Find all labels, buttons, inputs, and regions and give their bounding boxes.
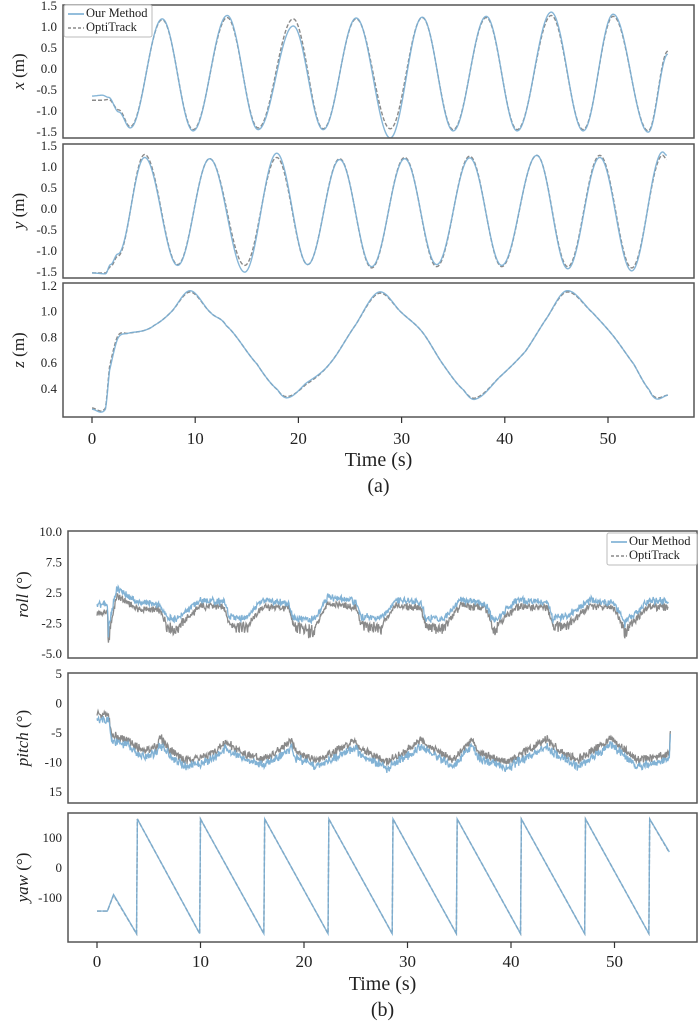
y-axis-variable: yaw [13,874,32,904]
legend-box [606,532,698,566]
series-roll-our-method [96,584,669,638]
y-tick-label: -10 [45,754,62,769]
y-tick-label: -1.0 [36,103,57,118]
y-tick-label: 0 [56,860,63,875]
y-tick-label: 10.0 [39,524,62,539]
y-axis-variable: z [9,361,28,369]
panel-frame [67,530,698,659]
y-tick-label: 1.5 [41,138,57,153]
y-tick-label: 0.6 [41,355,58,370]
panel-frame [62,143,695,279]
y-tick-label: -5.0 [41,646,62,661]
y-tick-label: 0.4 [41,381,58,396]
subfigure-caption: (a) [367,475,389,497]
x-tick-label: 20 [296,952,313,971]
legend-label-our-method: Our Method [86,6,148,20]
x-tick-label: 10 [192,952,209,971]
y-tick-label: 0.8 [41,329,57,344]
series-roll-optitrack [96,592,669,643]
y-axis-variable: roll [13,593,32,617]
x-tick-label: 40 [503,952,520,971]
panel-x: 1.5 1.0 0.5 0.0 -0.5 -1.0 -1.5 x (m) [9,0,695,139]
legend-label-optitrack: OptiTrack [629,548,681,562]
y-tick-label: 0.0 [41,61,57,76]
series-z-our-method [91,289,669,413]
x-axis-label: Time (s) [349,973,417,995]
y-tick-label: 1.0 [41,159,57,174]
y-axis-unit: (°) [13,571,32,593]
y-axis-label: x (m) [9,53,28,90]
subfigure-caption: (b) [371,999,394,1021]
x-tick-label: 30 [393,429,410,448]
x-tick-label: 10 [187,429,204,448]
y-axis-unit: (m) [9,332,28,361]
y-tick-label: 1.5 [41,0,57,13]
y-tick-label: 100 [43,830,63,845]
series-yaw-our-method [97,816,670,937]
y-tick-label: 0.5 [41,180,57,195]
x-tick-label: 20 [290,429,307,448]
x-tick-label: 0 [93,952,102,971]
y-tick-label: 0.0 [41,201,57,216]
legend-label-our-method: Our Method [629,534,691,548]
panel-frame [67,812,698,943]
subfigure-a: 1.5 1.0 0.5 0.0 -0.5 -1.0 -1.5 x (m) 1.5 1.0 0.5 0.… [9,0,695,497]
y-tick-label: 5 [56,666,63,681]
y-tick-label: -5 [51,725,62,740]
x-tick-label: 50 [600,429,617,448]
legend-label-optitrack: OptiTrack [86,20,138,34]
y-axis-unit: (m) [9,193,28,222]
y-axis-unit: (°) [13,853,32,875]
panel-frame [62,4,695,139]
y-tick-label: -0.5 [36,222,57,237]
series-pitch-optitrack [96,708,672,767]
y-tick-label: -1.5 [36,124,57,139]
x-tick-label: 40 [496,429,513,448]
y-tick-label: -1.5 [36,264,57,279]
x-tick-label: 30 [399,952,416,971]
y-tick-label: -2.5 [41,615,62,630]
series-x-our-method [91,11,669,138]
legend-box [63,4,153,38]
y-tick-label: 2.5 [46,585,62,600]
y-tick-label: 1.2 [41,278,57,293]
series-y-optitrack [92,153,668,274]
y-tick-label: 15 [49,784,62,799]
panel-y: 1.5 1.0 0.5 0.0 -0.5 -1.0 -1.5 y (m) [9,138,695,279]
y-axis-label: pitch (°) [13,710,32,767]
x-tick-label: 0 [88,429,97,448]
panel-z: 1.2 1.0 0.8 0.6 0.4 z (m) [9,278,695,418]
y-axis-unit: (°) [13,710,32,732]
y-axis-variable: y [9,221,28,231]
panel-frame [67,672,698,804]
panel-roll: 10.0 7.5 2.5 -2.5 -5.0 roll (°) [13,524,698,661]
y-axis-label: yaw (°) [13,853,32,905]
y-axis-label: z (m) [9,332,28,368]
y-tick-label: 0.5 [41,40,57,55]
y-tick-label: -0.5 [36,82,57,97]
y-tick-label: 0 [56,695,63,710]
y-tick-label: 7.5 [46,554,62,569]
y-tick-label: -1.0 [36,243,57,258]
x-tick-label: 50 [606,952,623,971]
y-tick-label: 1.0 [41,19,57,34]
y-tick-label: 1.0 [41,304,57,319]
y-axis-variable: pitch [13,732,32,767]
y-axis-label: roll (°) [13,571,32,617]
panel-frame [62,282,695,418]
y-axis-label: y (m) [9,193,28,231]
x-axis-label: Time (s) [345,449,413,471]
series-z-optitrack [91,291,668,412]
series-y-our-method [91,151,668,275]
panel-yaw: 100 0 -100 yaw (°) [13,812,698,943]
y-axis-variable: x [9,82,28,91]
panel-pitch: 5 0 -5 -10 15 pitch (°) [13,666,698,804]
series-pitch-our-method [96,714,672,773]
y-tick-label: -100 [38,890,62,905]
y-axis-unit: (m) [9,53,28,82]
